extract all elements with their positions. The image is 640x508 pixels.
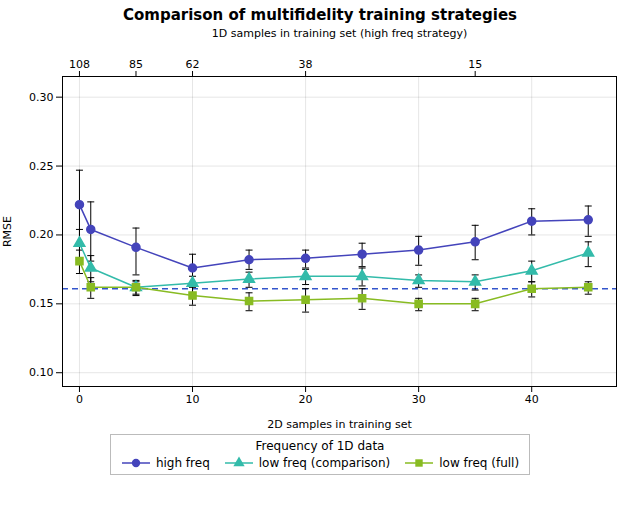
html-text:low freq (full): low freq (full) [439, 456, 520, 470]
html-text:high freq: high freq [155, 456, 210, 470]
html-text:low freq (comparison): low freq (comparison) [258, 456, 391, 470]
html-text:Comparison of multifidelity tr: Comparison of multifidelity training str… [123, 6, 517, 24]
svg-text:20: 20 [299, 393, 313, 406]
svg-text:0: 0 [76, 393, 83, 406]
svg-text:0.25: 0.25 [29, 160, 54, 173]
svg-text:30: 30 [412, 393, 426, 406]
svg-text:15: 15 [468, 58, 482, 71]
svg-text:10: 10 [186, 393, 200, 406]
svg-text:1D samples in training set (hi: 1D samples in training set (high freq st… [212, 27, 467, 40]
svg-text:62: 62 [186, 58, 200, 71]
svg-text:0.10: 0.10 [29, 366, 54, 379]
svg-text:0.30: 0.30 [29, 91, 54, 104]
svg-text:38: 38 [299, 58, 313, 71]
svg-text:108: 108 [69, 58, 90, 71]
svg-text:0.20: 0.20 [29, 228, 54, 241]
svg-text:85: 85 [129, 58, 143, 71]
html-text:Frequency of 1D data: Frequency of 1D data [255, 439, 385, 453]
svg-text:RMSE: RMSE [1, 216, 14, 247]
svg-text:2D samples in training set: 2D samples in training set [267, 418, 412, 431]
svg-text:0.15: 0.15 [29, 297, 54, 310]
svg-text:40: 40 [525, 393, 539, 406]
